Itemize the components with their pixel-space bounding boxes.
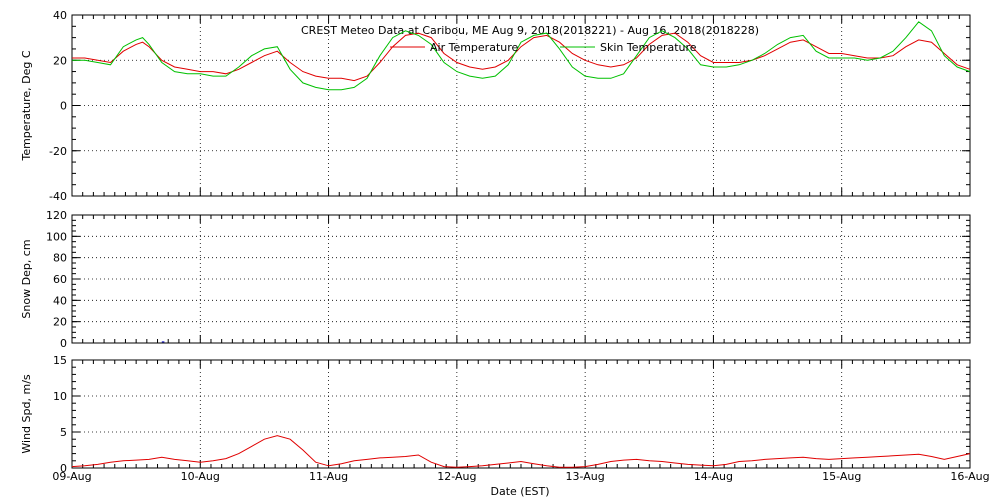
y-tick-label: 80 xyxy=(53,252,67,265)
x-tick-label: 15-Aug xyxy=(822,470,861,483)
plot-frame xyxy=(71,359,971,469)
y-tick-label: 20 xyxy=(53,316,67,329)
y-tick-label: 60 xyxy=(53,273,67,286)
y-tick-label: 40 xyxy=(53,294,67,307)
chart-panels: -40 -20 0 20 40 Temperature, Deg C Air Tempera… xyxy=(20,9,990,483)
panel-snow: 0 20 40 60 80 100 120 Snow Dep, cm xyxy=(20,209,971,350)
x-tick-label: 12-Aug xyxy=(437,470,476,483)
legend-label: Skin Temperature xyxy=(600,41,697,54)
panel-wind: 0 5 10 15 Wind Spd, m/s 09-Aug 10-Aug 11-Aug 12-… xyxy=(20,354,990,483)
series-wind xyxy=(71,435,971,468)
x-tick-label: 11-Aug xyxy=(309,470,348,483)
y-tick-label: 0 xyxy=(60,462,67,475)
x-tick-label: 13-Aug xyxy=(566,470,605,483)
panel-temperature: -40 -20 0 20 40 Temperature, Deg C Air Tempera… xyxy=(20,9,971,203)
x-tick-label: 10-Aug xyxy=(181,470,220,483)
y-tick-label: 40 xyxy=(53,9,67,22)
y-axis-label: Temperature, Deg C xyxy=(20,50,33,161)
y-tick-label: 0 xyxy=(60,337,67,350)
series-air-temperature xyxy=(72,32,971,82)
y-tick-label: 0 xyxy=(60,100,67,113)
x-tick-label: 09-Aug xyxy=(52,470,91,483)
series-skin-temperature xyxy=(72,21,971,91)
y-axis-label: Wind Spd, m/s xyxy=(20,374,33,454)
x-tick-label: 14-Aug xyxy=(694,470,733,483)
y-tick-label: 100 xyxy=(46,230,67,243)
y-tick-label: 20 xyxy=(53,54,67,67)
legend-label: Air Temperature xyxy=(430,41,519,54)
y-tick-label: -40 xyxy=(49,190,67,203)
y-tick-label: -20 xyxy=(49,145,67,158)
chart-title: CREST Meteo Data at Caribou, ME Aug 9, 2… xyxy=(301,24,759,37)
y-tick-label: 15 xyxy=(53,354,67,367)
y-tick-label: 120 xyxy=(46,209,67,222)
y-tick-label: 5 xyxy=(60,426,67,439)
y-tick-label: 10 xyxy=(53,390,67,403)
y-axis-label: Snow Dep, cm xyxy=(20,239,33,318)
x-tick-label: 16-Aug xyxy=(950,470,989,483)
x-axis-label: Date (EST) xyxy=(490,485,549,498)
